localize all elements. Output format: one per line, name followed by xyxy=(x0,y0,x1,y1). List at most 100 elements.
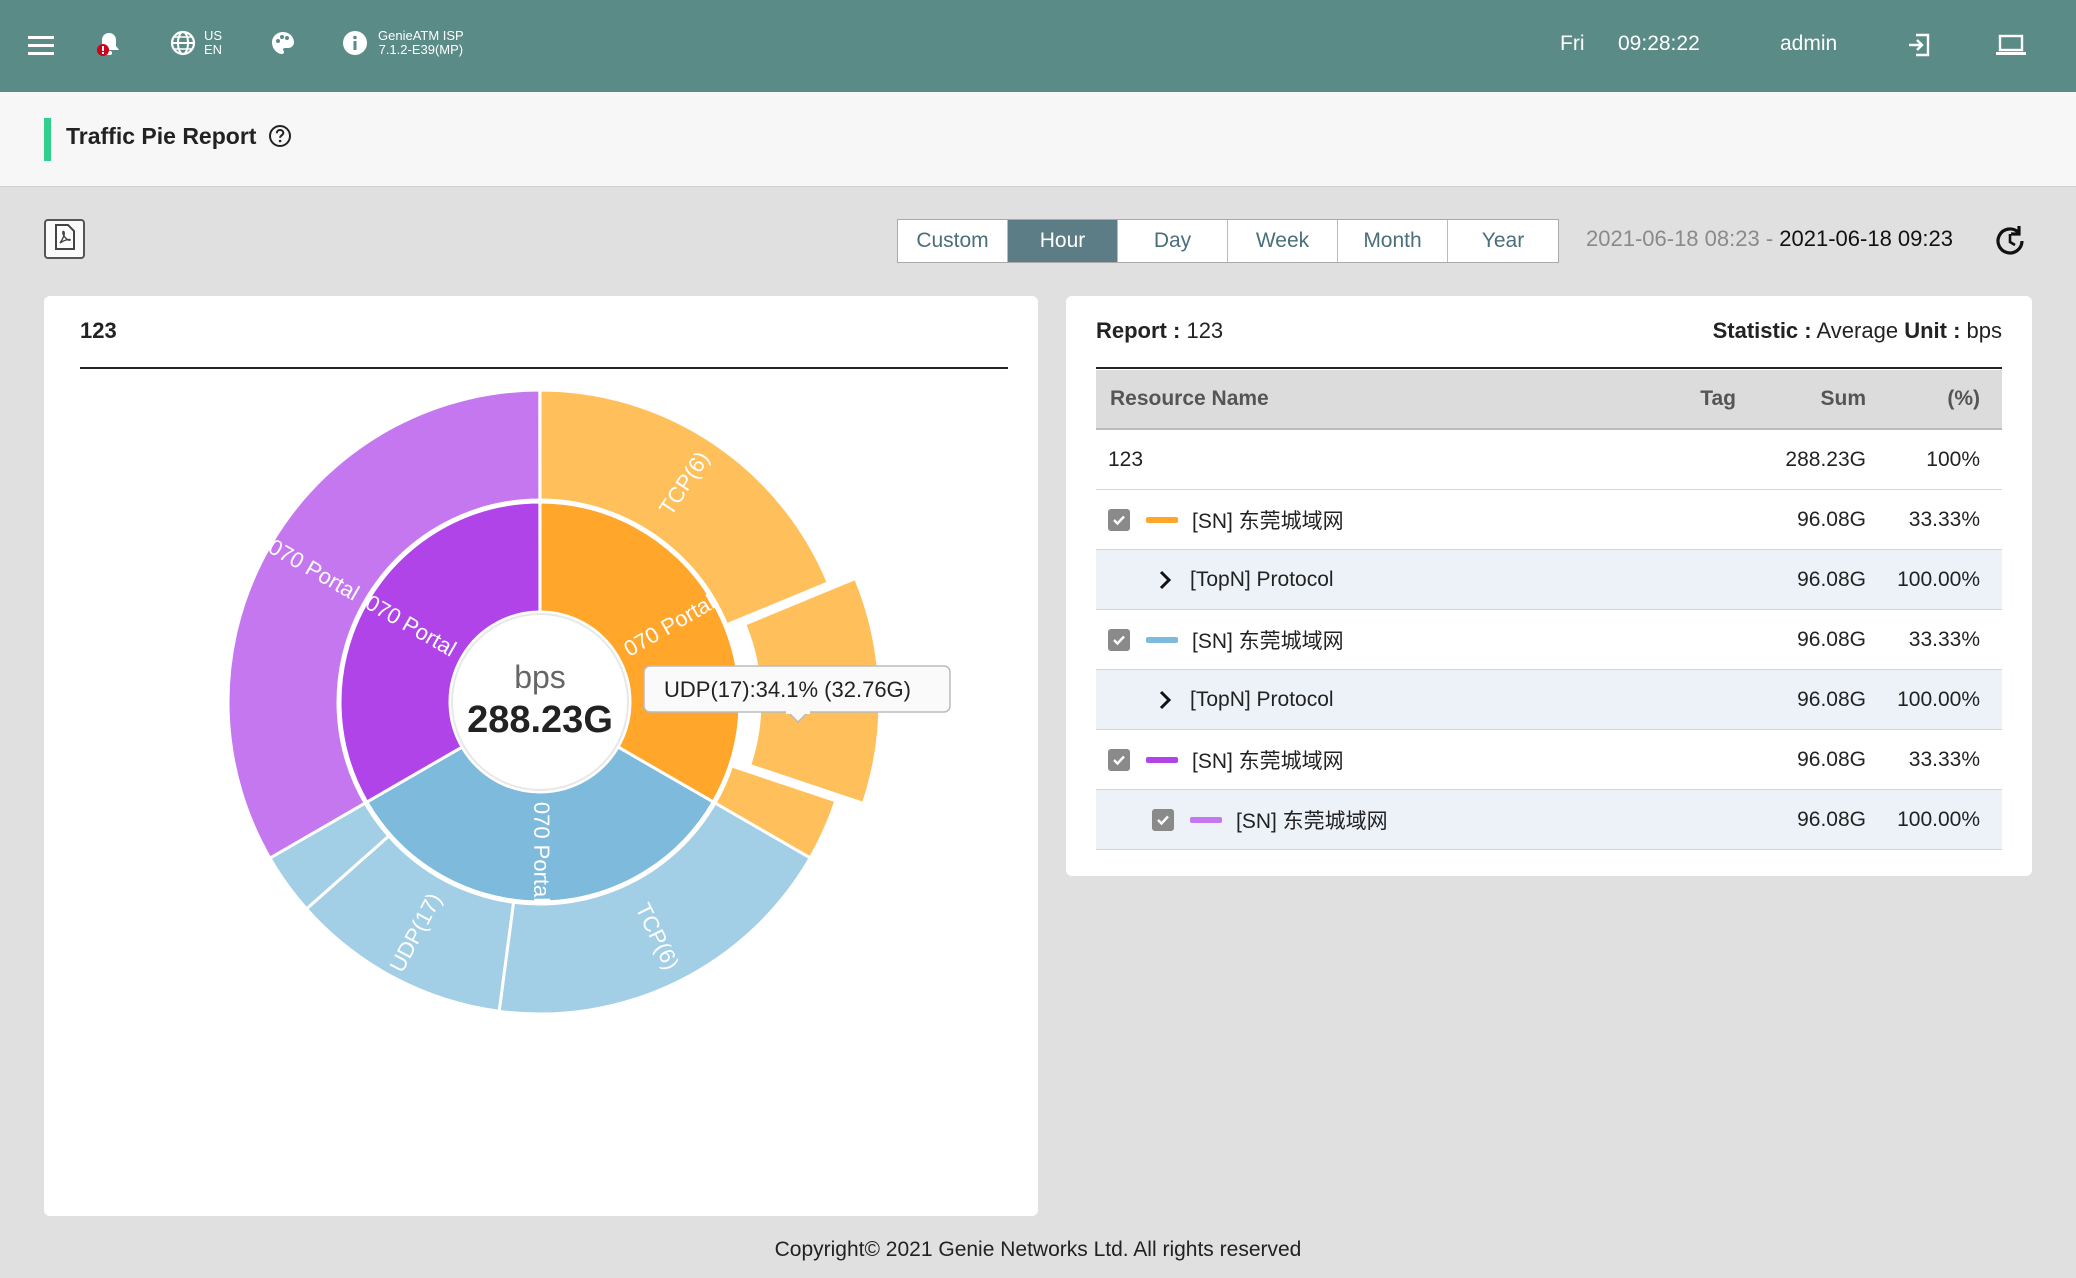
series-color-swatch xyxy=(1146,636,1178,643)
col-resource-name[interactable]: Resource Name xyxy=(1110,387,1269,410)
statistic-value: Average xyxy=(1816,318,1899,343)
row-name-cell: [SN] 东莞城域网 xyxy=(1108,790,1388,849)
table-row[interactable]: [SN] 东莞城域网 96.08G 100.00% xyxy=(1096,790,2002,850)
series-color-swatch xyxy=(1190,816,1222,823)
language-region: US xyxy=(204,28,223,43)
row-sum: 96.08G xyxy=(1797,567,1866,591)
row-percent: 100% xyxy=(1926,447,1980,471)
export-pdf-button[interactable] xyxy=(44,219,85,259)
inner-ring-slice[interactable] xyxy=(364,744,716,904)
inner-ring-slice[interactable] xyxy=(538,500,742,805)
product-name: GenieATM ISP xyxy=(378,28,464,43)
col-sum[interactable]: Sum xyxy=(1820,387,1866,410)
range-month-button[interactable]: Month xyxy=(1338,220,1448,262)
chart-center-unit: bps xyxy=(514,659,566,695)
row-checkbox[interactable] xyxy=(1152,808,1174,831)
table-row[interactable]: [TopN] Protocol 96.08G 100.00% xyxy=(1096,670,2002,730)
table-row[interactable]: [TopN] Protocol 96.08G 100.00% xyxy=(1096,550,2002,610)
row-checkbox[interactable] xyxy=(1108,628,1130,651)
row-name-cell: [SN] 东莞城域网 xyxy=(1108,490,1344,549)
alert-bell-icon[interactable] xyxy=(94,30,124,60)
user-name[interactable]: admin xyxy=(1780,32,1838,55)
expand-chevron-icon[interactable] xyxy=(1158,690,1172,710)
page-title: Traffic Pie Report xyxy=(66,123,257,149)
row-name: [SN] 东莞城域网 xyxy=(1192,629,1344,653)
table-row[interactable]: [SN] 东莞城域网 96.08G 33.33% xyxy=(1096,490,2002,550)
col-tag[interactable]: Tag xyxy=(1700,387,1736,410)
product-info[interactable]: GenieATM ISP 7.1.2-E39(MP) xyxy=(342,29,464,57)
report-panel: Report : 123 Statistic : Average Unit : … xyxy=(1066,296,2032,876)
unit-value: bps xyxy=(1966,318,2002,343)
row-name: [TopN] Protocol xyxy=(1190,567,1334,591)
row-percent: 100.00% xyxy=(1897,807,1980,831)
range-hour-button[interactable]: Hour xyxy=(1008,220,1118,262)
row-name: [SN] 东莞城域网 xyxy=(1192,749,1344,773)
range-custom-button[interactable]: Custom xyxy=(898,220,1008,262)
range-day-button[interactable]: Day xyxy=(1118,220,1228,262)
col-percent[interactable]: (%) xyxy=(1947,387,1980,410)
time-range-selector: Custom Hour Day Week Month Year xyxy=(897,219,1559,263)
palette-icon[interactable] xyxy=(270,30,296,56)
table-row[interactable]: [SN] 东莞城域网 96.08G 33.33% xyxy=(1096,610,2002,670)
row-name-cell: [SN] 东莞城域网 xyxy=(1108,610,1344,669)
language-code: EN xyxy=(204,42,223,57)
row-percent: 33.33% xyxy=(1908,747,1980,771)
table-row[interactable]: [SN] 东莞城域网 96.08G 33.33% xyxy=(1096,730,2002,790)
row-name: [SN] 东莞城域网 xyxy=(1192,509,1344,533)
outer-ring-slice[interactable] xyxy=(538,388,831,627)
chart-center-value: 288.23G xyxy=(467,699,613,741)
report-divider xyxy=(1096,367,2002,369)
help-icon[interactable] xyxy=(268,124,292,153)
range-week-button[interactable]: Week xyxy=(1228,220,1338,262)
product-version: 7.1.2-E39(MP) xyxy=(378,42,464,57)
chart-tooltip: UDP(17):34.1% (32.76G) xyxy=(643,665,951,724)
row-name-cell: [SN] 东莞城域网 xyxy=(1108,730,1344,789)
refresh-button[interactable] xyxy=(1992,223,2028,264)
logout-icon[interactable] xyxy=(1906,32,1932,58)
clock-time: 09:28:22 xyxy=(1618,32,1700,55)
row-percent: 33.33% xyxy=(1908,627,1980,651)
statistic-label: Statistic : xyxy=(1712,318,1812,343)
report-table: Resource Name Tag Sum (%) 123 288.23G 10… xyxy=(1096,370,2002,850)
globe-icon xyxy=(170,30,196,56)
report-label: Report : xyxy=(1096,318,1181,343)
expand-chevron-icon[interactable] xyxy=(1158,570,1172,590)
refresh-icon xyxy=(1992,226,2028,263)
statistic-header: Statistic : Average Unit : bps xyxy=(1713,318,2002,344)
laptop-icon[interactable] xyxy=(1996,34,2026,56)
row-sum: 96.08G xyxy=(1797,687,1866,711)
chart-title: 123 xyxy=(80,318,117,343)
row-sum: 96.08G xyxy=(1797,627,1866,651)
pdf-icon xyxy=(54,223,76,255)
date-start: 2021-06-18 08:23 xyxy=(1586,226,1760,251)
row-sum: 96.08G xyxy=(1797,807,1866,831)
row-name: 123 xyxy=(1108,447,1144,471)
chart-center-hole xyxy=(451,613,629,791)
series-color-swatch xyxy=(1146,756,1178,763)
language-switch[interactable]: US EN xyxy=(170,29,222,57)
row-sum: 96.08G xyxy=(1797,747,1866,771)
chart-title-divider xyxy=(80,367,1008,369)
row-percent: 100.00% xyxy=(1897,567,1980,591)
inner-ring-label: 070 Portal xyxy=(529,802,554,902)
chart-panel: 123 070 Portal 070 Portal 070 Portal TCP(6)… xyxy=(44,296,1038,1216)
menu-icon[interactable] xyxy=(28,34,54,56)
table-row-total: 123 288.23G 100% xyxy=(1096,430,2002,490)
row-checkbox[interactable] xyxy=(1108,748,1130,771)
row-percent: 100.00% xyxy=(1897,687,1980,711)
day-label: Fri xyxy=(1560,32,1585,55)
outer-ring-slice[interactable] xyxy=(226,388,542,861)
report-header: Report : 123 xyxy=(1096,318,1223,344)
row-name: [TopN] Protocol xyxy=(1190,687,1334,711)
date-range[interactable]: 2021-06-18 08:23 - 2021-06-18 09:23 xyxy=(1586,226,1953,252)
table-header-row: Resource Name Tag Sum (%) xyxy=(1096,370,2002,430)
inner-ring-slice[interactable] xyxy=(338,500,542,805)
top-bar: US EN GenieATM ISP 7.1.2-E39(MP) Fri 09:… xyxy=(0,0,2076,92)
series-color-swatch xyxy=(1146,516,1178,523)
footer-copyright: Copyright© 2021 Genie Networks Ltd. All … xyxy=(774,1238,1302,1261)
range-year-button[interactable]: Year xyxy=(1481,229,1525,252)
title-accent-bar xyxy=(44,118,51,161)
row-checkbox[interactable] xyxy=(1108,508,1130,531)
date-separator: - xyxy=(1759,226,1780,251)
